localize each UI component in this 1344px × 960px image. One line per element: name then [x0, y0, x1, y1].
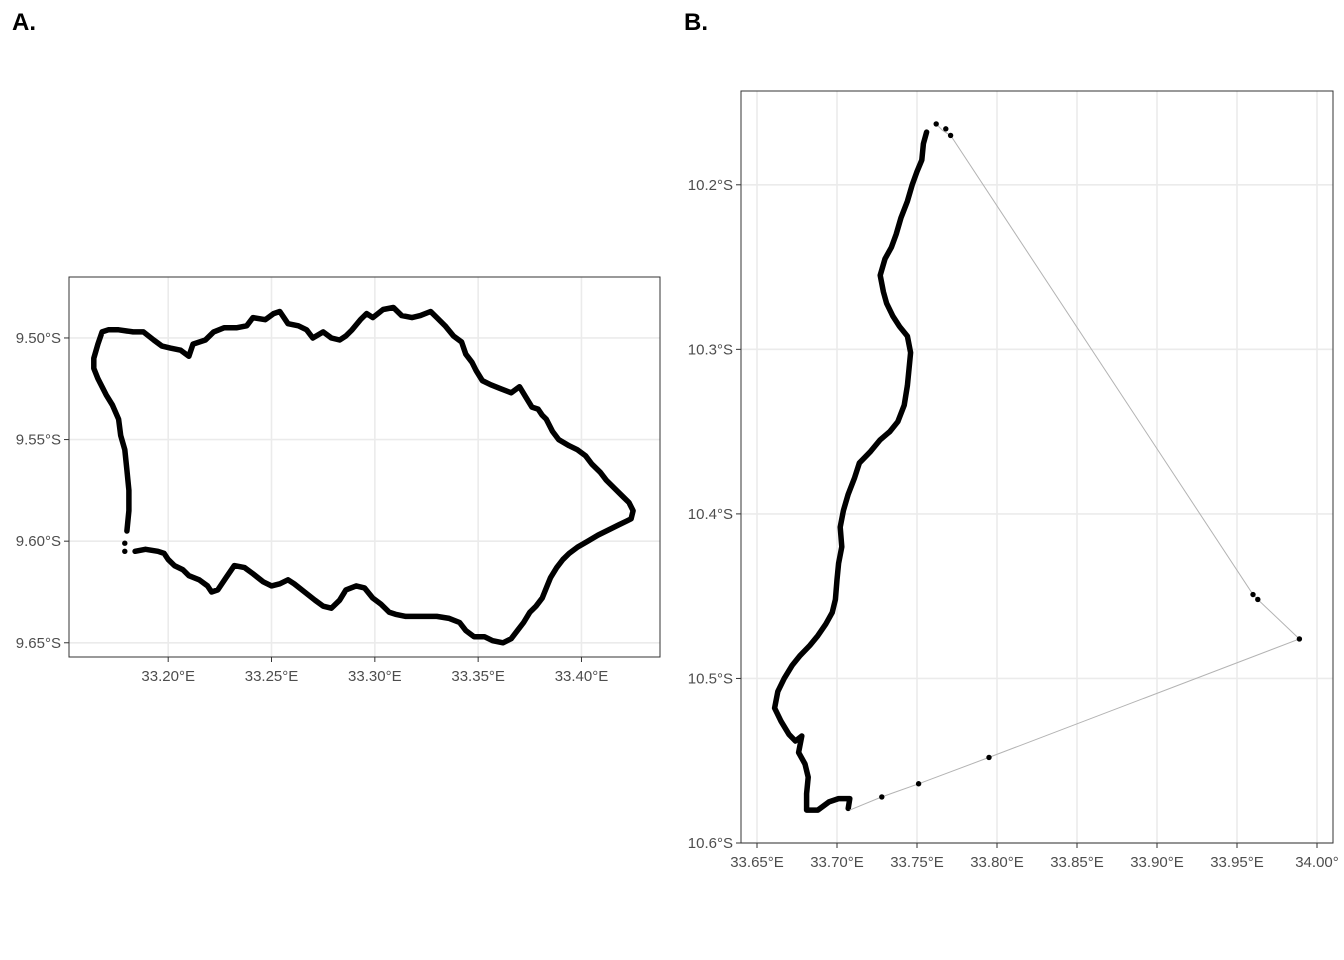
panel-b-point-8 [933, 121, 939, 127]
panel-b-x-tick-label-0: 33.65°E [730, 854, 784, 871]
panel-b-x-tick-label-6: 33.95°E [1210, 854, 1264, 871]
panel-a-x-tick-label-1: 33.25°E [245, 668, 299, 685]
panel-b-x-tick-label-4: 33.85°E [1050, 854, 1104, 871]
panel-b-y-tick-label-3: 10.5°S [688, 670, 733, 687]
panel-b-y-tick-label-2: 10.4°S [688, 506, 733, 523]
panel-b-map: 33.65°E 33.70°E 33.75°E 33.80°E 33.85°E 33.90… [688, 90, 1339, 871]
panel-a-point-1 [122, 548, 128, 555]
panel-b-y-tick-label-1: 10.3°S [688, 341, 733, 358]
panel-b-point-6 [947, 132, 954, 139]
panel-a-y-tick-label-3: 9.65°S [16, 635, 61, 652]
panel-a-x-tick-label-3: 33.35°E [451, 668, 505, 685]
panel-a-x-tick-label-4: 33.40°E [555, 668, 609, 685]
panel-a-border [68, 276, 661, 658]
panel-tag-b: B. [684, 9, 708, 36]
panel-b-track-line [771, 129, 930, 813]
panel-a-map: 33.20°E 33.25°E 33.30°E 33.35°E 33.40°E 9.50°… [16, 276, 661, 685]
panel-b-y-tick-label-4: 10.6°S [688, 835, 733, 852]
panel-b-y-tick-label-0: 10.2°S [688, 177, 733, 194]
panel-b-point-0 [879, 794, 885, 800]
panel-b-x-tick-label-2: 33.75°E [890, 854, 944, 871]
panel-b-point-3 [1296, 636, 1303, 642]
panel-b-point-2 [986, 754, 992, 761]
panel-b-x-tick-label-7: 34.00° [1295, 854, 1339, 871]
panel-a-track-line [91, 304, 636, 646]
panel-b-point-4 [1255, 596, 1261, 603]
panel-b-point-7 [943, 126, 949, 132]
panel-tag-a: A. [12, 9, 36, 36]
panel-b-point-1 [915, 781, 922, 787]
panel-a-x-tick-label-0: 33.20°E [141, 668, 195, 685]
panel-a-point-0 [122, 540, 128, 546]
panel-b-point-5 [1250, 591, 1256, 598]
panel-a-y-tick-label-2: 9.60°S [16, 533, 61, 550]
panel-b-border [740, 90, 1334, 844]
panel-a-y-tick-label-0: 9.50°S [16, 330, 61, 347]
panel-b-x-tick-label-5: 33.90°E [1130, 854, 1184, 871]
panel-a-x-tick-label-2: 33.30°E [348, 668, 402, 685]
panel-b-connector-line [849, 123, 1301, 811]
panel-b-x-tick-label-1: 33.70°E [810, 854, 864, 871]
panel-a-y-tick-label-1: 9.55°S [16, 432, 61, 449]
panel-b-x-tick-label-3: 33.80°E [970, 854, 1024, 871]
